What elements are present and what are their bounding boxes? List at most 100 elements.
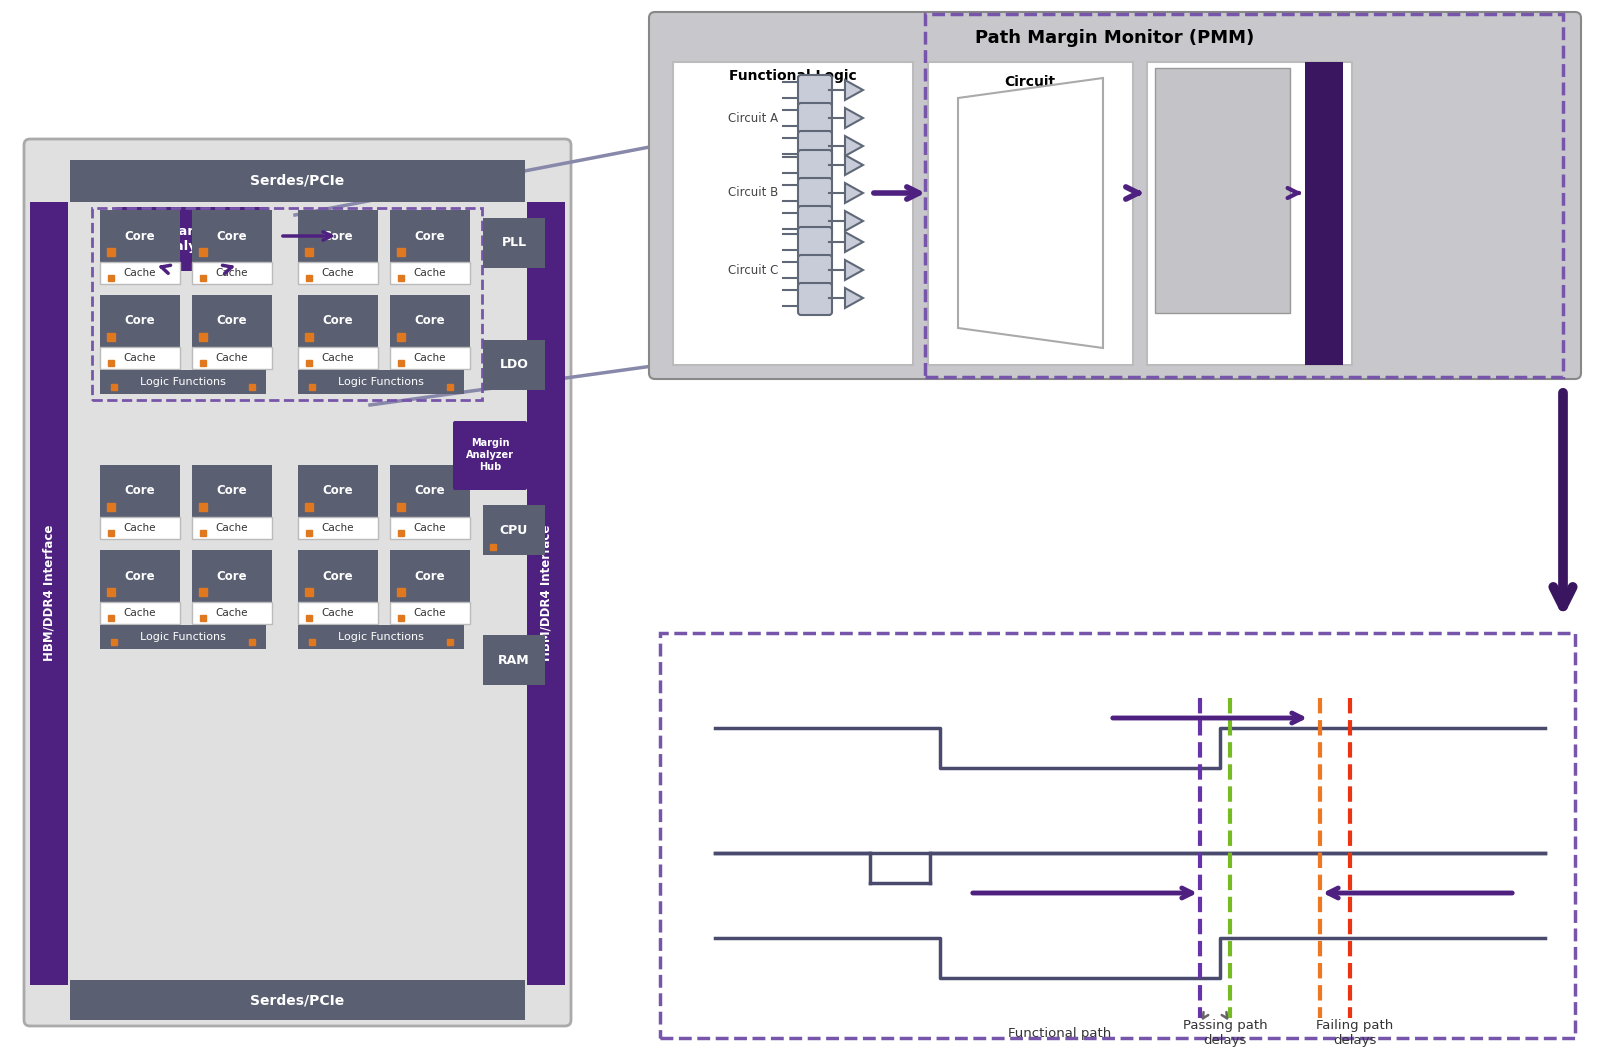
FancyBboxPatch shape: [115, 207, 269, 271]
Text: Logic Functions: Logic Functions: [337, 377, 424, 387]
Bar: [390, 602, 470, 624]
Bar: [297, 347, 377, 369]
Text: Core: Core: [217, 570, 248, 582]
Text: Functional Logic: Functional Logic: [729, 69, 857, 83]
Polygon shape: [844, 261, 863, 280]
Polygon shape: [844, 80, 863, 100]
Bar: [101, 262, 181, 284]
FancyBboxPatch shape: [798, 75, 831, 107]
Text: Cache: Cache: [414, 353, 446, 363]
Polygon shape: [844, 232, 863, 252]
FancyBboxPatch shape: [798, 150, 831, 182]
Bar: [390, 347, 470, 369]
Text: Cache: Cache: [414, 608, 446, 618]
Bar: [192, 347, 272, 369]
Bar: [483, 505, 545, 555]
Bar: [483, 635, 545, 685]
FancyBboxPatch shape: [798, 131, 831, 163]
Text: Cache: Cache: [216, 353, 248, 363]
Polygon shape: [844, 108, 863, 128]
Text: Monitor
Logic: Monitor Logic: [1186, 75, 1247, 105]
Bar: [192, 465, 272, 517]
Bar: [101, 370, 265, 394]
Polygon shape: [844, 155, 863, 175]
Bar: [192, 602, 272, 624]
FancyBboxPatch shape: [1154, 68, 1290, 313]
Text: Cache: Cache: [414, 523, 446, 533]
Text: Cache: Cache: [123, 353, 157, 363]
Bar: [297, 602, 377, 624]
Text: Core: Core: [125, 485, 155, 498]
FancyBboxPatch shape: [673, 62, 913, 365]
Text: Circuit A: Circuit A: [728, 111, 779, 125]
Text: Core: Core: [217, 315, 248, 327]
FancyBboxPatch shape: [798, 227, 831, 259]
Bar: [192, 210, 272, 262]
Text: Cache: Cache: [216, 268, 248, 279]
Text: Cache: Cache: [414, 268, 446, 279]
Text: HBM/DDR4 Interface: HBM/DDR4 Interface: [539, 525, 553, 661]
FancyBboxPatch shape: [927, 62, 1134, 365]
Text: Core: Core: [217, 230, 248, 243]
Bar: [390, 517, 470, 539]
Text: Core: Core: [323, 485, 353, 498]
Text: Circuit B: Circuit B: [728, 186, 779, 199]
Bar: [483, 340, 545, 390]
Bar: [390, 550, 470, 602]
Polygon shape: [844, 211, 863, 231]
Bar: [101, 625, 265, 649]
Bar: [297, 465, 377, 517]
Bar: [528, 202, 564, 985]
Text: Circuit C: Circuit C: [728, 264, 779, 276]
Text: Failing path
delays: Failing path delays: [1316, 1019, 1394, 1047]
FancyBboxPatch shape: [453, 421, 528, 490]
Bar: [101, 602, 181, 624]
Bar: [101, 550, 181, 602]
Bar: [192, 295, 272, 347]
Bar: [297, 517, 377, 539]
Text: Circuit
Selection: Circuit Selection: [993, 75, 1067, 105]
Text: CPU: CPU: [500, 523, 528, 537]
Text: Core: Core: [323, 570, 353, 582]
Text: Core: Core: [323, 230, 353, 243]
Bar: [297, 625, 464, 649]
Text: Core: Core: [217, 485, 248, 498]
Bar: [30, 202, 69, 985]
Text: Core: Core: [125, 570, 155, 582]
Bar: [390, 210, 470, 262]
Bar: [101, 295, 181, 347]
Text: Core: Core: [414, 230, 445, 243]
Text: Cache: Cache: [321, 353, 355, 363]
Text: Logic Functions: Logic Functions: [141, 632, 225, 642]
Text: Cache: Cache: [321, 268, 355, 279]
Bar: [390, 295, 470, 347]
Bar: [297, 370, 464, 394]
Bar: [390, 465, 470, 517]
Text: Logic Functions: Logic Functions: [141, 377, 225, 387]
FancyBboxPatch shape: [798, 178, 831, 210]
Text: Core: Core: [414, 315, 445, 327]
Bar: [297, 210, 377, 262]
Text: Path Margin Monitor (PMM): Path Margin Monitor (PMM): [975, 29, 1255, 47]
Bar: [70, 160, 524, 202]
Text: Cache: Cache: [321, 523, 355, 533]
Bar: [101, 210, 181, 262]
Bar: [297, 295, 377, 347]
Text: Core: Core: [414, 570, 445, 582]
Bar: [101, 517, 181, 539]
Text: LDO: LDO: [499, 359, 528, 372]
Bar: [101, 347, 181, 369]
Polygon shape: [844, 136, 863, 156]
FancyBboxPatch shape: [798, 283, 831, 315]
Text: Margin
Analyzer
Hub: Margin Analyzer Hub: [465, 438, 513, 471]
Bar: [70, 980, 524, 1020]
Bar: [192, 517, 272, 539]
Bar: [483, 218, 545, 268]
Polygon shape: [958, 78, 1103, 348]
Text: Core: Core: [125, 230, 155, 243]
Text: RAM: RAM: [499, 653, 529, 666]
FancyBboxPatch shape: [798, 255, 831, 287]
Bar: [101, 465, 181, 517]
FancyBboxPatch shape: [1146, 62, 1353, 365]
Text: Cache: Cache: [123, 523, 157, 533]
